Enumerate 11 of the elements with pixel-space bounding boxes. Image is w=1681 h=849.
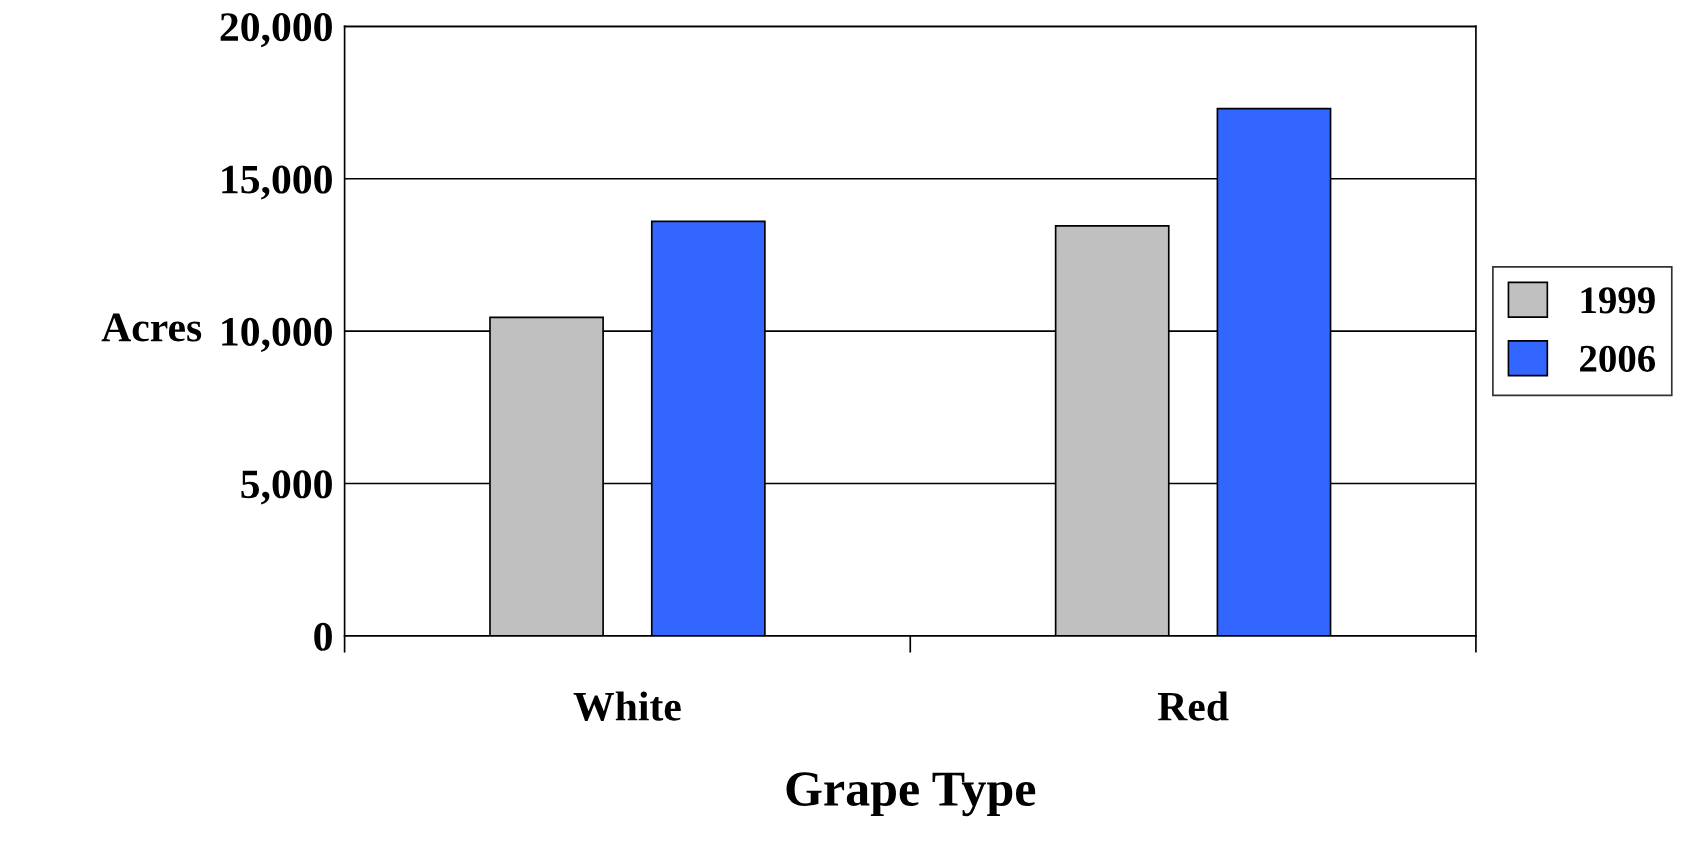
y-tick-label: 0 xyxy=(314,622,332,651)
y-tick-label: 5,000 xyxy=(241,470,332,505)
legend-label: 1999 xyxy=(1581,287,1655,314)
legend-label: 2006 xyxy=(1580,345,1656,372)
x-tick-label: White xyxy=(573,691,681,721)
y-tick-label: 20,000 xyxy=(220,13,332,48)
y-axis-title: Acres xyxy=(101,313,202,342)
y-tick-label: 15,000 xyxy=(222,165,332,200)
y-tick-label: 10,000 xyxy=(222,317,332,353)
x-tick-label: Red xyxy=(1157,691,1229,721)
x-axis-title: Grape Type xyxy=(786,772,1036,817)
